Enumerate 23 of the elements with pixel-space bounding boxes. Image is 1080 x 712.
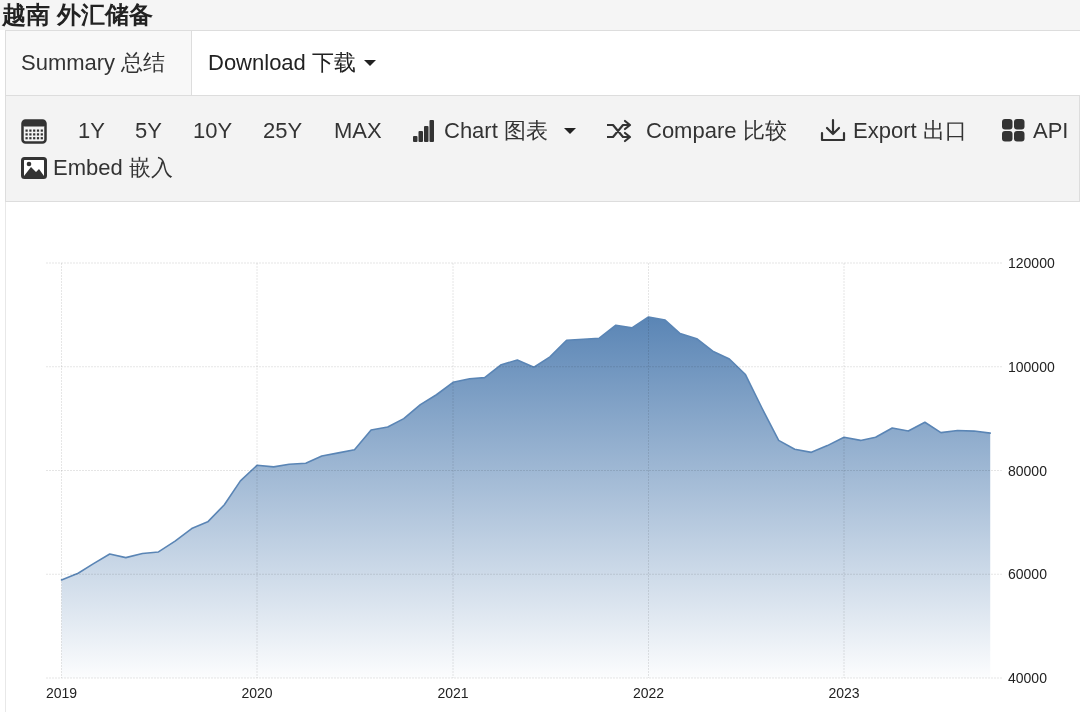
text: 10Y xyxy=(193,116,233,146)
text: Chart 图表 xyxy=(444,116,548,146)
text: Summary 总结 xyxy=(5,31,192,95)
text: Download 下载 xyxy=(193,31,371,95)
x-tick-label: 2019 xyxy=(45,685,78,701)
chart-title: 越南 外汇储备 xyxy=(2,0,153,30)
text: MAX xyxy=(334,116,382,146)
text: 5Y xyxy=(135,116,162,146)
text: Embed 嵌入 xyxy=(53,153,173,183)
text: Compare 比较 xyxy=(646,116,787,146)
x-tick-label: 2023 xyxy=(828,685,860,701)
x-tick-label: 2022 xyxy=(632,685,665,701)
y-tick-label: 100000 xyxy=(1008,358,1055,375)
text: API xyxy=(1033,116,1069,146)
text: 1Y xyxy=(78,116,105,146)
y-tick-label: 120000 xyxy=(1008,255,1055,271)
text: Export 出口 xyxy=(853,116,967,146)
x-tick-label: 2021 xyxy=(437,685,469,701)
y-tick-label: 60000 xyxy=(1008,566,1048,583)
y-tick-label: 80000 xyxy=(1008,462,1048,479)
text: 25Y xyxy=(263,116,303,146)
x-tick-label: 2020 xyxy=(241,685,273,701)
y-tick-label: 40000 xyxy=(1008,670,1048,686)
